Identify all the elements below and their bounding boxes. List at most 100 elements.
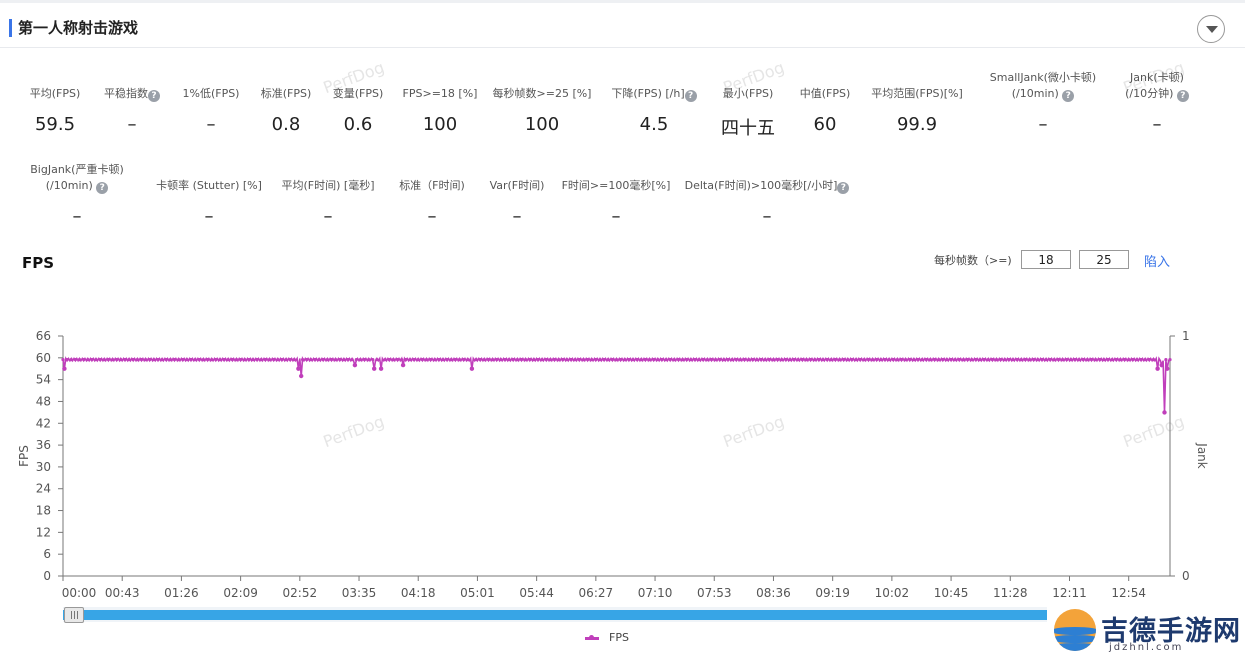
fps-data-point — [317, 358, 321, 362]
fps-data-point — [482, 358, 486, 362]
fps-data-point — [788, 358, 792, 362]
fps-data-point — [313, 358, 317, 362]
help-icon[interactable]: ? — [837, 182, 850, 194]
fps-data-point — [288, 358, 292, 362]
fps-data-point — [945, 358, 949, 362]
fps-data-point — [606, 358, 610, 362]
fps-data-point — [119, 358, 123, 362]
fps-data-point — [193, 358, 197, 362]
metric-label: Var(F时间) — [489, 179, 545, 192]
fps-data-point — [875, 358, 879, 362]
fps-data-point — [532, 358, 536, 362]
fps-chart-title: FPS — [22, 254, 55, 272]
fps-data-point — [94, 358, 98, 362]
collapse-button[interactable] — [1197, 15, 1225, 43]
fps-data-point — [1015, 358, 1019, 362]
y-tick-label: 60 — [36, 351, 51, 365]
fps-data-point — [1151, 358, 1156, 362]
label-band[interactable]: label1 — [63, 287, 636, 314]
fps-dip-point — [62, 366, 67, 371]
fps-data-point — [350, 358, 354, 362]
y-tick-label: 30 — [36, 460, 51, 474]
metric-label: FPS>=18 [%] — [402, 87, 478, 100]
fps-data-point — [784, 358, 788, 362]
y-tick-label: 66 — [36, 329, 51, 343]
metric-value: – — [611, 206, 621, 227]
fps-data-point — [771, 358, 776, 362]
metric-label: BigJank(严重卡顿) — [30, 163, 124, 176]
metric-label: 平均(FPS) — [29, 87, 81, 100]
metric-value: 59.5 — [34, 114, 76, 135]
threshold-label: 每秒帧数（>=) — [934, 254, 1012, 267]
fps-data-point — [755, 358, 759, 362]
fps-data-point — [168, 358, 172, 362]
x-tick-label: 00:43 — [105, 586, 140, 600]
fps-line-chart[interactable]: 0 6 12 18 24 30 36 42 48 54 60 66 1 0 FPS Jank 00:00 00:4… — [0, 320, 1245, 605]
fps-data-point — [230, 358, 234, 362]
fps-data-point — [416, 358, 420, 362]
y2-axis-title: Jank — [1195, 442, 1209, 468]
fps-data-point — [1003, 358, 1007, 362]
threshold-input-1[interactable] — [1021, 250, 1071, 269]
help-icon[interactable]: ? — [684, 90, 697, 102]
metric-var-frametime: Var(F时间) – — [484, 178, 550, 227]
fps-data-point — [780, 358, 784, 362]
fps-data-point — [164, 358, 168, 362]
x-tick-label: 07:53 — [697, 586, 732, 600]
fps-data-point — [263, 358, 267, 362]
label-band[interactable]: label3 — [681, 287, 825, 314]
fps-dip-point — [352, 362, 358, 368]
metric-label: 每秒帧数>=25 [%] — [492, 87, 592, 100]
fps-data-point — [329, 358, 334, 362]
fps-data-point — [1139, 358, 1143, 362]
threshold-input-2[interactable] — [1079, 250, 1129, 269]
fps-data-point — [243, 358, 247, 362]
fps-data-point — [491, 358, 495, 362]
fps-data-point — [1028, 358, 1032, 362]
fps-data-point — [177, 358, 181, 362]
fps-data-point — [908, 358, 912, 362]
metric-label: 标准（F时间) — [399, 179, 465, 192]
fps-data-point — [656, 358, 660, 362]
fps-data-point — [181, 358, 185, 362]
help-icon[interactable]: ? — [96, 182, 109, 194]
fps-data-point — [1118, 358, 1122, 362]
fps-data-point — [800, 358, 805, 362]
chart-legend[interactable]: FPS — [585, 631, 629, 644]
fps-data-point — [705, 358, 710, 362]
metric-value: – — [1038, 114, 1048, 135]
label-band[interactable]: label4 — [825, 287, 1171, 314]
time-range-scrollbar[interactable] — [63, 607, 1047, 623]
y-axis-title: FPS — [17, 445, 31, 467]
help-icon[interactable]: ? — [1176, 90, 1189, 102]
metric-std-fps: 标准(FPS) 0.8 — [251, 86, 321, 135]
label-band-text: lab.. — [647, 295, 670, 306]
metric-small-jank: SmallJank(微小卡顿) (/10min) ? – — [978, 70, 1108, 135]
fps-data-point — [858, 358, 862, 362]
metric-avg-range: 平均范围(FPS)[%] 99.9 — [862, 86, 972, 135]
fps-data-point — [524, 358, 528, 362]
metric-value: 100 — [524, 114, 560, 135]
fps-data-point — [251, 358, 255, 362]
scrollbar-range[interactable] — [63, 610, 1047, 620]
metric-label: Delta(F时间)>100毫秒[/小时] — [684, 179, 838, 192]
help-icon[interactable]: ? — [148, 90, 160, 102]
metric-median-fps: 中值(FPS) 60 — [790, 86, 860, 135]
fps-data-point — [804, 358, 809, 362]
fps-data-point — [883, 358, 887, 362]
fps-data-point — [978, 358, 982, 362]
fps-data-point — [466, 358, 470, 362]
fps-data-point — [627, 358, 631, 362]
scrollbar-handle[interactable] — [64, 607, 84, 623]
fps-data-point — [82, 358, 86, 362]
fps-data-point — [734, 358, 738, 362]
x-tick-label: 01:26 — [164, 586, 199, 600]
fps-data-point — [561, 358, 565, 362]
label-band[interactable]: lab.. — [636, 287, 681, 314]
fps-data-point — [218, 358, 222, 362]
fps-dip-point — [1155, 366, 1160, 371]
import-link[interactable]: 陷入 — [1144, 255, 1171, 270]
fps-data-point — [139, 358, 144, 362]
help-icon[interactable]: ? — [1062, 90, 1075, 102]
fps-data-point — [69, 358, 73, 362]
